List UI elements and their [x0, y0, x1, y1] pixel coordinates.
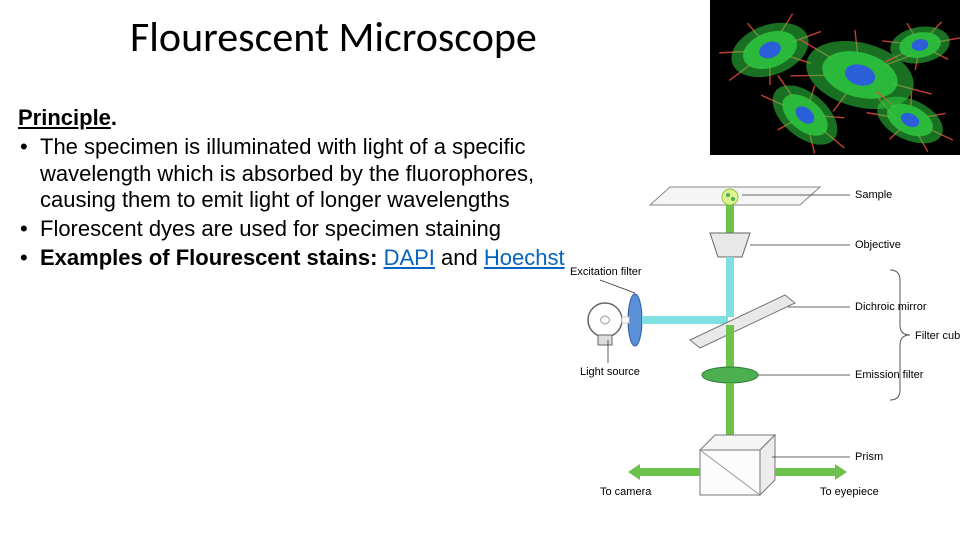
label-light-source: Light source: [580, 366, 640, 378]
beam-segment: [622, 317, 629, 323]
excitation-filter-lens: [628, 294, 642, 346]
bullet-item: Examples of Flourescent stains: DAPI and…: [18, 245, 578, 272]
principle-heading: Principle: [18, 105, 111, 130]
prism-cube: [700, 435, 775, 495]
label-filter-cube: Filter cube: [915, 330, 960, 342]
arrow-head: [835, 464, 847, 480]
link-hoechst[interactable]: Hoechst: [484, 245, 565, 270]
beam-segment: [642, 316, 728, 324]
label-to-camera: To camera: [600, 486, 652, 498]
beam-segment: [726, 205, 734, 233]
bullet-list: The specimen is illuminated with light o…: [18, 134, 578, 272]
bullet-mid: and: [435, 245, 484, 270]
label-to-eyepiece: To eyepiece: [820, 486, 879, 498]
label-excitation-filter: Excitation filter: [570, 266, 642, 278]
label-prism: Prism: [855, 451, 883, 463]
bullet-text: The specimen is illuminated with light o…: [40, 134, 534, 213]
sample-slide: [650, 187, 820, 205]
diagram-svg: Sample Objective Excitation filter Dichr…: [570, 175, 960, 535]
beam-segment: [726, 257, 734, 317]
label-objective: Objective: [855, 239, 901, 251]
beam-segment: [726, 325, 734, 370]
label-dichroic-mirror: Dichroic mirror: [855, 301, 927, 313]
heading-period: .: [111, 105, 117, 130]
objective-lens: [710, 233, 750, 257]
bullet-item: Florescent dyes are used for specimen st…: [18, 216, 578, 243]
slide-title: Flourescent Microscope: [130, 12, 537, 63]
fluorescent-cells-image: [710, 0, 960, 155]
bullet-item: The specimen is illuminated with light o…: [18, 134, 578, 214]
beam-segment: [640, 468, 700, 476]
optical-diagram: Sample Objective Excitation filter Dichr…: [570, 175, 960, 535]
beam-segment: [775, 468, 835, 476]
emission-filter-lens: [702, 367, 758, 383]
body-text: Principle. The specimen is illuminated w…: [18, 105, 578, 274]
micrograph-svg: [710, 0, 960, 155]
light-source-bulb: [588, 303, 622, 345]
bullet-prefix: Examples of Flourescent stains:: [40, 245, 377, 270]
label-emission-filter: Emission filter: [855, 369, 924, 381]
label-sample: Sample: [855, 189, 892, 201]
arrow-head: [628, 464, 640, 480]
bullet-text: Florescent dyes are used for specimen st…: [40, 216, 501, 241]
link-dapi[interactable]: DAPI: [384, 245, 435, 270]
